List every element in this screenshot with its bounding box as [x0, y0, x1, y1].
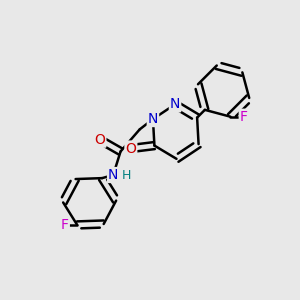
- Text: F: F: [240, 110, 248, 124]
- Text: N: N: [170, 98, 180, 111]
- Text: N: N: [148, 112, 158, 126]
- Text: O: O: [125, 142, 136, 155]
- Text: O: O: [94, 133, 105, 147]
- Text: H: H: [122, 169, 131, 182]
- Text: N: N: [108, 168, 119, 182]
- Text: F: F: [61, 218, 69, 232]
